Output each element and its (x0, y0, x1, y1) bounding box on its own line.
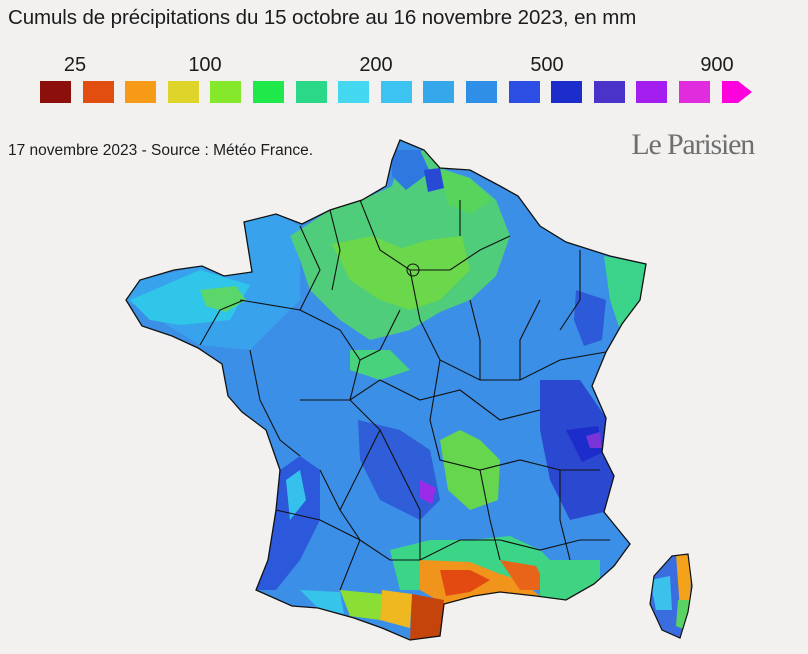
north-green (440, 170, 492, 214)
france-outline (125, 139, 647, 641)
nord-darkblue (424, 168, 444, 192)
legend-swatch (40, 81, 71, 103)
legend-arrow (737, 81, 752, 103)
pyrenees-green (340, 590, 382, 620)
roussillon-red (410, 594, 444, 640)
ile-de-france-green (332, 236, 470, 310)
map-title: Cumuls de précipitations du 15 octobre a… (8, 6, 637, 29)
legend-swatch (253, 81, 284, 103)
legend-swatch (593, 81, 625, 103)
legend-tick-label: 25 (63, 54, 87, 76)
legend-swatch (167, 81, 199, 103)
legend-swatch (679, 81, 710, 103)
green-patch (200, 286, 246, 312)
nord-blue (392, 150, 430, 190)
vosges-blue (574, 290, 606, 346)
landes-light (286, 470, 306, 520)
pyrenees-cyan (300, 590, 344, 614)
legend-tick-label: 200 (359, 54, 393, 76)
corsica (650, 554, 692, 638)
legend-swatch (82, 81, 114, 103)
brittany-coast (130, 270, 250, 325)
cantal-purple (420, 480, 436, 504)
corsica-west-light (650, 576, 672, 610)
pyrenees-yellow (380, 590, 412, 628)
department-borders (199, 199, 610, 591)
legend-swatch (508, 81, 540, 103)
corsica-east-green (676, 600, 690, 630)
legend-swatch (466, 81, 497, 103)
legend-tick-label: 100 (188, 54, 222, 76)
legend-swatch (636, 81, 668, 103)
source-note: 17 novembre 2023 - Source : Météo France… (8, 142, 313, 159)
legend-tick-label: 500 (530, 54, 564, 76)
legend-swatch-open (721, 81, 738, 103)
provence-green (540, 560, 600, 600)
legend-swatch (423, 81, 455, 103)
paris-marker (406, 263, 420, 277)
languedoc-red (440, 570, 490, 596)
alsace-green (604, 256, 646, 330)
limousin-blue (358, 420, 440, 520)
color-legend (40, 81, 780, 103)
legend-tick-label: 900 (700, 54, 734, 76)
legend-swatch (380, 81, 412, 103)
legend-swatch (125, 81, 157, 103)
legend-tick-labels: 25 100 200 500 900 (0, 54, 808, 80)
auvergne-green (440, 430, 500, 510)
legend-swatch (338, 81, 370, 103)
corsica-east-orange (676, 554, 692, 610)
legend-swatch (210, 81, 242, 103)
landes-blue (256, 456, 320, 590)
alps-violet (586, 432, 602, 448)
le-parisien-logo: Le Parisien (631, 128, 755, 161)
legend-swatch (295, 81, 327, 103)
gard-orange (500, 560, 548, 590)
mainland-france (126, 140, 646, 640)
legend-swatch (551, 81, 583, 103)
corsica-outline (649, 553, 693, 639)
